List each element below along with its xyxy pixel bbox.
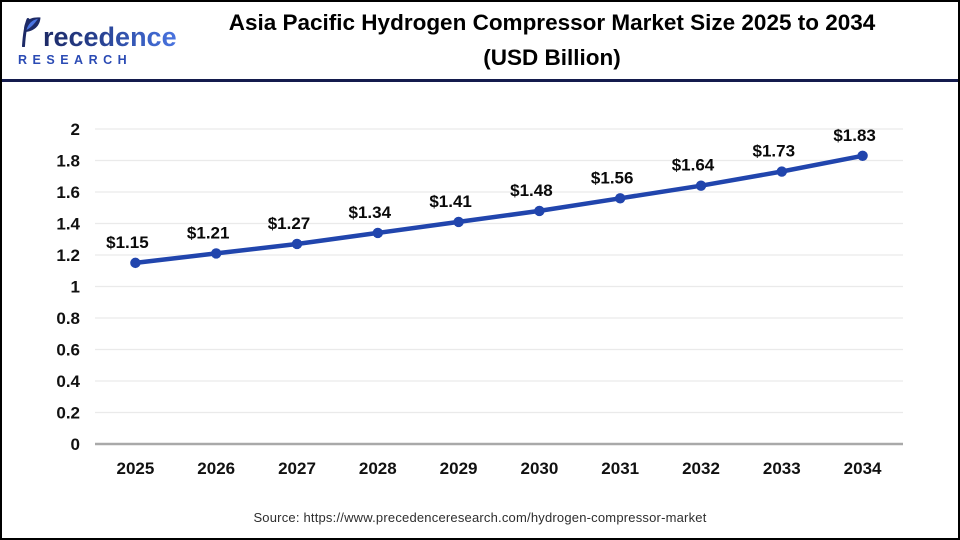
y-tick-label: 1.2 [56, 246, 80, 265]
y-tick-label: 0.6 [56, 341, 80, 360]
series-line [133, 153, 865, 266]
data-point [130, 257, 141, 269]
x-tick-label: 2034 [844, 459, 882, 478]
y-tick-label: 0.8 [56, 309, 80, 328]
data-label: $1.83 [833, 126, 876, 145]
y-tick-label: 1 [71, 278, 80, 297]
data-label: $1.34 [349, 203, 392, 222]
header-divider [2, 79, 958, 82]
data-point [534, 205, 545, 217]
logo-name: recedence [43, 21, 177, 52]
y-tick-label: 1.8 [56, 152, 80, 171]
data-point [615, 193, 626, 204]
data-point [211, 248, 222, 259]
source-text: Source: https://www.precedenceresearch.c… [253, 510, 707, 525]
data-label: $1.21 [187, 223, 230, 242]
x-tick-label: 2029 [440, 459, 478, 478]
data-label: $1.27 [268, 214, 311, 233]
chart-title-line2: (USD Billion) [483, 44, 621, 70]
precedence-research-logo: recedence RESEARCH [16, 15, 177, 67]
logo-subtitle: RESEARCH [18, 52, 133, 67]
leaf-p-icon [16, 15, 42, 51]
data-point [291, 238, 303, 250]
data-point [857, 150, 868, 161]
x-tick-label: 2026 [197, 459, 235, 478]
chart-title: Asia Pacific Hydrogen Compressor Market … [174, 6, 958, 76]
y-tick-label: 1.6 [56, 183, 80, 202]
data-label: $1.48 [510, 181, 553, 200]
y-tick-label: 0.2 [56, 404, 80, 423]
chart-title-line1: Asia Pacific Hydrogen Compressor Market … [228, 9, 876, 35]
y-tick-label: 0.4 [56, 372, 80, 391]
line-chart: 0 0.2 0.4 0.6 0.8 1 1.2 1.4 1.6 1.8 2 2025 2026 2027 2… [56, 120, 903, 478]
data-label: $1.41 [429, 192, 472, 211]
data-point [776, 166, 787, 177]
data-label: $1.64 [672, 156, 715, 175]
x-tick-label: 2025 [116, 459, 154, 478]
data-label: $1.73 [753, 142, 796, 161]
x-tick-label: 2033 [763, 459, 801, 478]
y-tick-label: 2 [71, 120, 80, 139]
logo-wordmark: recedence [16, 15, 177, 52]
data-label: $1.15 [106, 233, 149, 252]
data-label: $1.56 [591, 168, 634, 187]
x-tick-label: 2030 [520, 459, 558, 478]
y-tick-label: 1.4 [56, 215, 80, 234]
data-point [695, 180, 707, 191]
x-tick-label: 2031 [601, 459, 639, 478]
data-point [372, 227, 383, 239]
x-tick-label: 2028 [359, 459, 397, 478]
y-tick-label: 0 [71, 435, 80, 454]
x-tick-label: 2032 [682, 459, 720, 478]
data-point [453, 216, 464, 228]
header: recedence RESEARCH Asia Pacific Hydrogen… [2, 2, 958, 79]
x-tick-label: 2027 [278, 459, 316, 478]
